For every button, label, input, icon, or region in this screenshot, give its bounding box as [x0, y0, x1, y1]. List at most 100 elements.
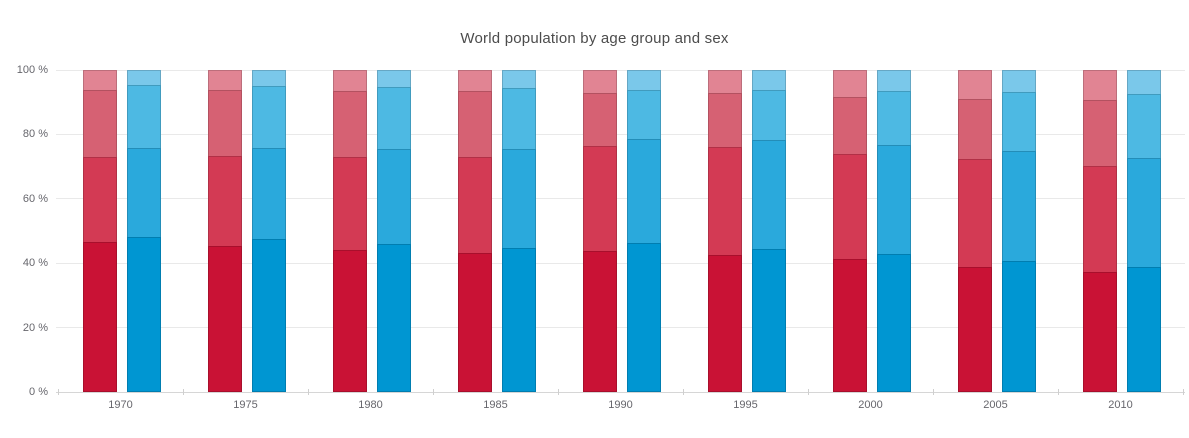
x-axis-tick	[433, 389, 434, 395]
bar-segment[interactable]	[832, 259, 867, 392]
bar-segment[interactable]	[1082, 100, 1117, 166]
bar-segment[interactable]	[1082, 166, 1117, 272]
bar-segment[interactable]	[82, 157, 117, 242]
bar-segment[interactable]	[126, 148, 161, 237]
x-axis-label: 2005	[983, 399, 1008, 411]
bar-segment[interactable]	[1082, 272, 1117, 392]
gridline	[56, 327, 1185, 329]
bar-segment[interactable]	[626, 70, 661, 90]
bar-segment[interactable]	[1001, 70, 1036, 92]
bar-segment[interactable]	[1126, 158, 1161, 267]
y-axis-label: 40 %	[22, 257, 48, 270]
bar-segment[interactable]	[332, 157, 367, 250]
bar-segment[interactable]	[1126, 267, 1161, 392]
bar-segment[interactable]	[1126, 94, 1161, 158]
y-axis-label: 20 %	[22, 321, 48, 334]
bar-segment[interactable]	[207, 156, 242, 246]
y-axis-label: 80 %	[22, 128, 48, 141]
bar-segment[interactable]	[376, 87, 411, 149]
bar-segment[interactable]	[207, 70, 242, 90]
bar-segment[interactable]	[207, 90, 242, 156]
blue-right-bar	[876, 70, 911, 392]
bar-segment[interactable]	[251, 86, 286, 148]
x-axis-label: 2000	[858, 399, 883, 411]
bar-segment[interactable]	[751, 249, 786, 392]
bar-segment[interactable]	[582, 93, 617, 146]
bar-segment[interactable]	[126, 237, 161, 392]
gridline	[56, 69, 1185, 71]
bar-segment[interactable]	[876, 91, 911, 145]
x-axis-label: 2010	[1108, 399, 1133, 411]
bar-segment[interactable]	[751, 90, 786, 140]
bar-segment[interactable]	[832, 154, 867, 259]
bar-segment[interactable]	[876, 145, 911, 254]
bar-segment[interactable]	[332, 250, 367, 392]
x-axis-tick	[1183, 389, 1184, 395]
red-left-bar	[1082, 70, 1117, 392]
bar-segment[interactable]	[82, 90, 117, 157]
bar-segment[interactable]	[1001, 151, 1036, 261]
bar-segment[interactable]	[501, 248, 536, 392]
red-left-bar	[707, 70, 742, 392]
bar-segment[interactable]	[376, 70, 411, 87]
bar-segment[interactable]	[957, 267, 992, 392]
bar-segment[interactable]	[876, 254, 911, 392]
bar-segment[interactable]	[126, 85, 161, 148]
bar-segment[interactable]	[251, 70, 286, 86]
x-axis-tick	[58, 389, 59, 395]
bar-segment[interactable]	[457, 157, 492, 253]
x-axis-tick	[808, 389, 809, 395]
bar-segment[interactable]	[1001, 261, 1036, 392]
bar-segment[interactable]	[626, 90, 661, 139]
bar-segment[interactable]	[82, 242, 117, 392]
x-axis-tick	[1058, 389, 1059, 395]
bar-segment[interactable]	[332, 70, 367, 91]
bar-segment[interactable]	[751, 140, 786, 249]
bar-segment[interactable]	[707, 147, 742, 255]
bar-segment[interactable]	[957, 159, 992, 267]
bar-segment[interactable]	[501, 70, 536, 88]
bar-segment[interactable]	[376, 244, 411, 392]
blue-right-bar	[501, 70, 536, 392]
bar-segment[interactable]	[707, 255, 742, 392]
x-axis-label: 1980	[358, 399, 383, 411]
bar-segment[interactable]	[751, 70, 786, 90]
bar-segment[interactable]	[457, 70, 492, 91]
bar-segment[interactable]	[626, 139, 661, 243]
x-axis-label: 1975	[233, 399, 258, 411]
blue-right-bar	[1126, 70, 1161, 392]
bar-segment[interactable]	[626, 243, 661, 392]
x-axis-tick	[308, 389, 309, 395]
red-left-bar	[82, 70, 117, 392]
x-axis-label: 1985	[483, 399, 508, 411]
bar-segment[interactable]	[251, 239, 286, 392]
bar-segment[interactable]	[501, 88, 536, 149]
bar-segment[interactable]	[876, 70, 911, 91]
bar-segment[interactable]	[457, 253, 492, 392]
blue-right-bar	[751, 70, 786, 392]
bar-segment[interactable]	[376, 149, 411, 244]
bar-segment[interactable]	[582, 146, 617, 251]
bar-segment[interactable]	[582, 70, 617, 93]
bar-segment[interactable]	[126, 70, 161, 85]
bar-segment[interactable]	[832, 70, 867, 97]
bar-segment[interactable]	[501, 149, 536, 248]
chart-title: World population by age group and sex	[460, 30, 729, 47]
bar-segment[interactable]	[457, 91, 492, 157]
x-axis-tick	[933, 389, 934, 395]
bar-segment[interactable]	[332, 91, 367, 157]
red-left-bar	[832, 70, 867, 392]
bar-segment[interactable]	[707, 70, 742, 93]
bar-segment[interactable]	[1126, 70, 1161, 94]
bar-segment[interactable]	[957, 99, 992, 159]
bar-segment[interactable]	[251, 148, 286, 239]
bar-segment[interactable]	[1001, 92, 1036, 151]
gridline	[56, 198, 1185, 200]
bar-segment[interactable]	[957, 70, 992, 99]
bar-segment[interactable]	[1082, 70, 1117, 100]
bar-segment[interactable]	[82, 70, 117, 90]
bar-segment[interactable]	[582, 251, 617, 392]
bar-segment[interactable]	[707, 93, 742, 147]
bar-segment[interactable]	[207, 246, 242, 392]
bar-segment[interactable]	[832, 97, 867, 154]
